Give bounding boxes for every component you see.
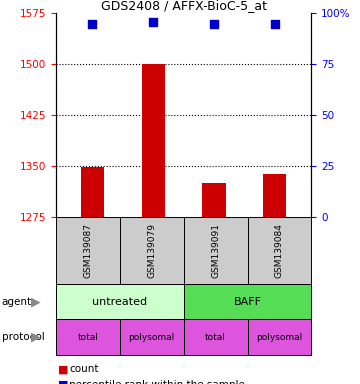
Bar	[263, 174, 287, 217]
Text: agent: agent	[2, 297, 32, 307]
Text: total: total	[205, 333, 226, 342]
Point	[272, 20, 278, 26]
Text: untreated: untreated	[92, 297, 147, 307]
Text: ▶: ▶	[31, 295, 41, 308]
Point	[211, 20, 217, 26]
Text: polysomal: polysomal	[256, 333, 302, 342]
Text: GSM139087: GSM139087	[83, 223, 92, 278]
Text: ■: ■	[58, 380, 68, 384]
Point	[89, 20, 95, 26]
Bar	[202, 183, 226, 217]
Text: count: count	[69, 364, 99, 374]
Bar	[81, 167, 104, 217]
Text: GSM139079: GSM139079	[147, 223, 156, 278]
Text: total: total	[77, 333, 98, 342]
Text: ■: ■	[58, 364, 68, 374]
Text: GSM139091: GSM139091	[211, 223, 220, 278]
Text: polysomal: polysomal	[129, 333, 175, 342]
Text: percentile rank within the sample: percentile rank within the sample	[69, 380, 246, 384]
Title: GDS2408 / AFFX-BioC-5_at: GDS2408 / AFFX-BioC-5_at	[100, 0, 267, 12]
Text: GSM139084: GSM139084	[275, 223, 284, 278]
Text: BAFF: BAFF	[234, 297, 261, 307]
Text: ▶: ▶	[31, 331, 41, 344]
Bar	[141, 64, 165, 217]
Text: protocol: protocol	[2, 332, 45, 342]
Point	[150, 18, 156, 25]
